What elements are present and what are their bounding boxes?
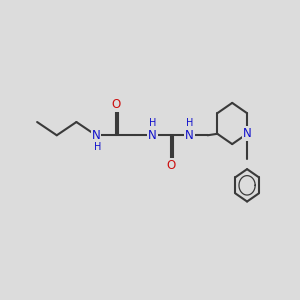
Text: H: H bbox=[149, 118, 156, 128]
Text: N: N bbox=[243, 127, 251, 140]
Text: H: H bbox=[186, 118, 193, 128]
Text: H: H bbox=[94, 142, 101, 152]
Text: O: O bbox=[166, 159, 176, 172]
Text: N: N bbox=[148, 129, 157, 142]
Text: N: N bbox=[92, 129, 100, 142]
Text: N: N bbox=[185, 129, 194, 142]
Text: O: O bbox=[111, 98, 120, 111]
